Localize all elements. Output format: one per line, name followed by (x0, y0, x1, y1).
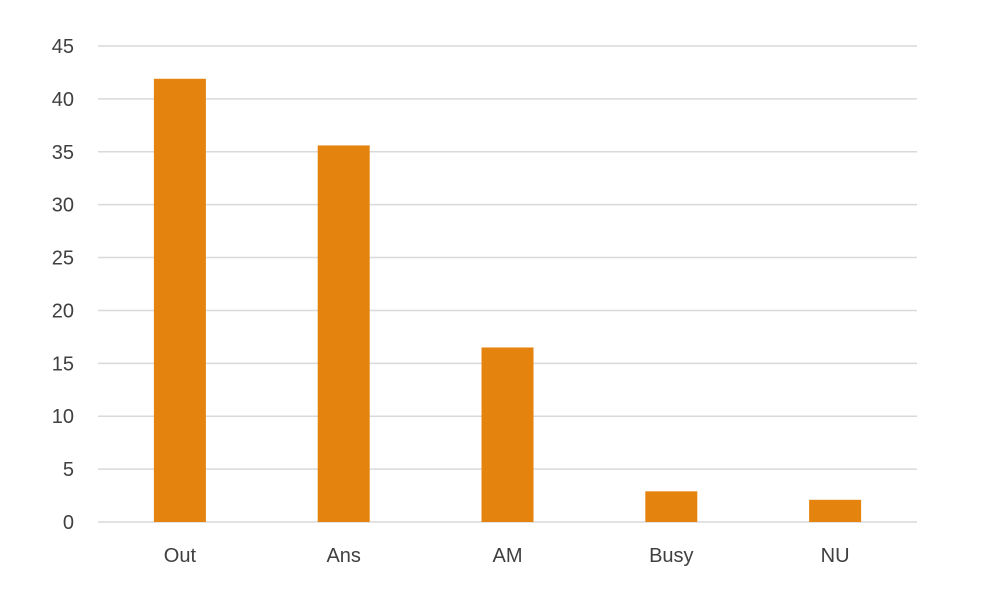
y-tick-label: 15 (52, 353, 74, 375)
bars (153, 78, 862, 523)
y-axis-ticks: 0 5 10 15 20 25 30 35 40 45 (52, 36, 74, 534)
y-tick-label: 5 (63, 459, 74, 481)
x-tick-label: Ans (326, 545, 360, 567)
y-tick-label: 35 (52, 142, 74, 164)
y-tick-label: 0 (63, 512, 74, 534)
x-tick-label: Busy (649, 545, 693, 567)
x-tick-label: NU (821, 545, 850, 567)
y-tick-label: 10 (52, 406, 74, 428)
x-tick-label: AM (493, 545, 523, 567)
x-tick-label: Out (164, 545, 197, 567)
bar-ans (317, 145, 370, 523)
bar-am (481, 347, 534, 522)
bar-nu (809, 499, 862, 522)
y-tick-label: 45 (52, 36, 74, 58)
y-tick-label: 40 (52, 89, 74, 111)
bar-out (153, 78, 206, 523)
bar-busy (645, 491, 698, 522)
gridlines (98, 45, 917, 523)
x-axis-ticks: Out Ans AM Busy NU (164, 545, 850, 567)
y-tick-label: 25 (52, 248, 74, 270)
y-tick-label: 30 (52, 195, 74, 217)
y-tick-label: 20 (52, 300, 74, 322)
